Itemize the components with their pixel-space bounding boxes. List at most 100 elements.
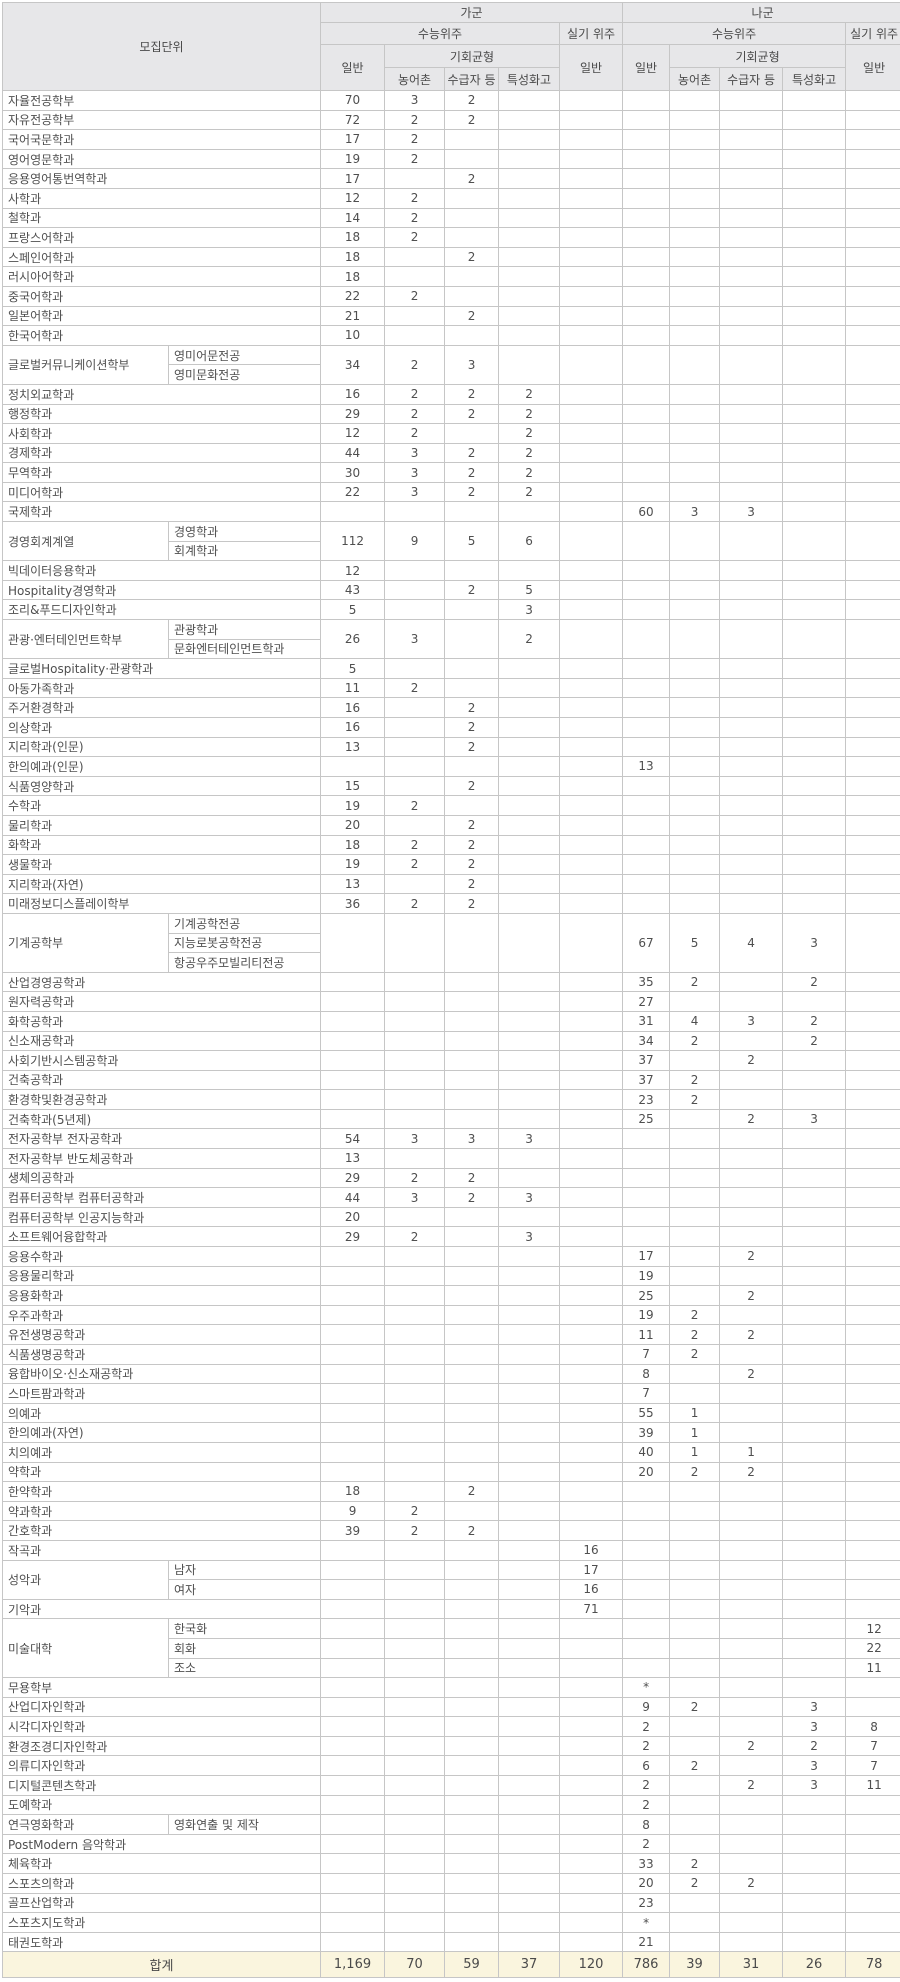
value-cell <box>622 1637 671 1659</box>
row-name-cell: 컴퓨터공학부 인공지능학과 <box>1 1206 322 1228</box>
value-cell <box>384 1912 446 1933</box>
value-cell: 37 <box>622 1050 671 1071</box>
value-cell <box>782 619 847 660</box>
row-name-cell: 글로벌Hospitality·관광학과 <box>1 658 322 679</box>
value-cell <box>669 893 721 914</box>
value-cell: 20 <box>622 1873 671 1894</box>
value-cell <box>719 736 784 758</box>
row-name-cell: 기계공학부 <box>2 912 169 973</box>
value-cell: 60 <box>622 501 671 523</box>
value-cell <box>559 697 624 718</box>
row-name-cell: 성악과 <box>2 1559 169 1600</box>
table-row: 미술대학 한국화 12 <box>2 1618 900 1679</box>
value-cell <box>782 266 847 287</box>
table-row: 건축공학과 37 2 <box>1 1069 900 1091</box>
value-cell <box>384 1539 446 1561</box>
group-a-practical-general-header: 일반 <box>559 44 624 91</box>
value-cell <box>559 1344 624 1365</box>
value-cell <box>498 736 561 758</box>
value-cell <box>384 1481 446 1502</box>
value-cell <box>782 227 847 248</box>
sub-name-cell: 영미문화전공 <box>167 364 322 385</box>
value-cell <box>320 1853 386 1875</box>
value-cell <box>320 1441 386 1463</box>
value-cell <box>384 1148 446 1169</box>
value-cell <box>845 1383 900 1404</box>
value-cell <box>622 1539 671 1561</box>
table-row: 지리학과(자연) 13 2 <box>1 873 900 895</box>
table-row: 화학과 18 2 2 <box>1 834 900 856</box>
value-cell <box>622 481 671 503</box>
value-cell <box>498 1579 561 1600</box>
value-cell: 2 <box>444 893 500 914</box>
value-cell <box>559 971 624 993</box>
value-cell: 2 <box>498 462 561 483</box>
value-cell <box>498 893 561 914</box>
value-cell <box>622 442 671 464</box>
value-cell: 3 <box>384 1187 446 1208</box>
value-cell <box>845 1931 900 1953</box>
value-cell <box>719 148 784 170</box>
value-cell <box>782 854 847 875</box>
value-cell <box>444 1931 500 1953</box>
value-cell: 36 <box>320 893 386 914</box>
row-name-cell: 골프산업학과 <box>1 1892 322 1914</box>
table-row: 의류디자인학과 6 2 3 7 <box>1 1755 900 1777</box>
value-cell <box>384 1931 446 1953</box>
value-cell <box>498 775 561 797</box>
table-row: 신소재공학과 34 2 2 <box>1 1030 900 1052</box>
value-cell <box>669 1108 721 1130</box>
value-cell: 2 <box>384 403 446 425</box>
value-cell <box>384 1598 446 1620</box>
value-cell <box>559 717 624 738</box>
value-cell <box>622 854 671 875</box>
value-cell <box>559 1500 624 1522</box>
value-cell: 3 <box>782 1775 847 1796</box>
table-row: 스페인어학과 18 2 <box>1 246 900 268</box>
table-row: 응용화학과 25 2 <box>1 1285 900 1306</box>
value-cell <box>444 207 500 229</box>
value-cell <box>622 325 671 346</box>
value-cell <box>559 246 624 268</box>
group-a-recipient-header: 수급자 등 <box>444 67 500 91</box>
value-cell: 2 <box>719 1363 784 1385</box>
value-cell <box>669 246 721 268</box>
row-name-cell: 일본어학과 <box>1 305 322 327</box>
value-cell <box>559 1696 624 1718</box>
value-cell <box>498 1422 561 1443</box>
row-name-cell: 원자력공학과 <box>1 991 322 1012</box>
row-name-cell: 지리학과(인문) <box>1 736 322 758</box>
value-cell <box>498 560 561 581</box>
table-row: 생물학과 19 2 2 <box>1 854 900 875</box>
row-name-cell: 디지털콘텐츠학과 <box>1 1775 322 1796</box>
group-b-practical-header: 실기 위주 <box>845 22 900 45</box>
value-cell: 17 <box>622 1246 671 1267</box>
table-row: 자유전공학부 72 2 2 <box>1 109 900 131</box>
value-cell <box>845 227 900 248</box>
value-cell <box>669 1677 721 1698</box>
value-cell: 2 <box>498 383 561 405</box>
group-b-specialized-header: 특성화고 <box>782 67 847 91</box>
value-cell <box>845 1833 900 1855</box>
value-cell <box>719 1618 784 1639</box>
value-cell <box>782 501 847 523</box>
table-row: 빅데이터응용학과 12 <box>1 560 900 581</box>
value-cell <box>320 1696 386 1718</box>
value-cell <box>782 1853 847 1875</box>
table-row: 식품생명공학과 7 2 <box>1 1344 900 1365</box>
value-cell <box>444 795 500 816</box>
value-cell <box>622 187 671 209</box>
value-cell <box>444 325 500 346</box>
value-cell: 2 <box>719 1050 784 1071</box>
value-cell: 11 <box>622 1324 671 1345</box>
table-row: 글로벌Hospitality·관광학과 5 <box>1 658 900 679</box>
value-cell <box>845 1128 900 1150</box>
table-row: 소프트웨어융합학과 29 2 3 <box>1 1226 900 1248</box>
value-cell <box>782 1422 847 1443</box>
value-cell <box>384 756 446 777</box>
table-row: 전자공학부 반도체공학과 13 <box>1 1148 900 1169</box>
value-cell: 2 <box>669 1304 721 1326</box>
value-cell <box>559 168 624 189</box>
value-cell <box>782 109 847 131</box>
value-cell: 2 <box>444 403 500 425</box>
